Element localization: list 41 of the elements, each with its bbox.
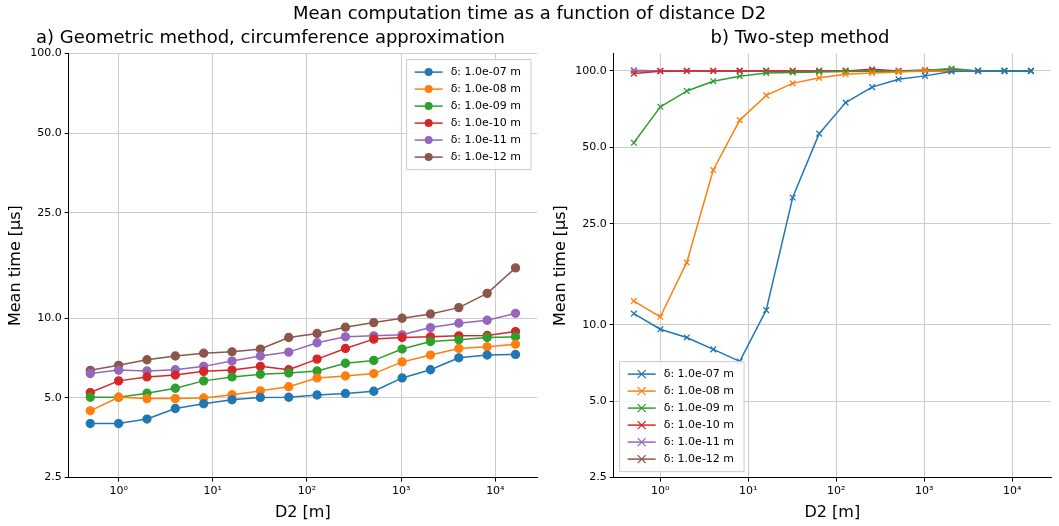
legend-label: δ: 1.0e-11 m	[450, 132, 521, 146]
y-axis-title: Mean time [μs]	[549, 205, 569, 327]
y-tick-label: 10.0	[37, 311, 62, 325]
y-tick-label: 10.0	[582, 317, 607, 331]
text: Mean computation time as a function of distance D2	[291, 2, 768, 23]
legend-label: δ: 1.0e-07 m	[450, 64, 521, 78]
y-tick-label: 2.5	[589, 470, 607, 484]
x-tick-label: 10¹	[739, 484, 758, 498]
legend-label: δ: 1.0e-12 m	[450, 149, 521, 163]
x-tick-label: 10⁴	[1002, 484, 1022, 498]
legend-label: δ: 1.0e-08 m	[450, 81, 521, 95]
y-tick-label: 25.0	[582, 216, 607, 230]
x-tick-label: 10²	[826, 484, 846, 498]
legend-label: δ: 1.0e-10 m	[663, 417, 735, 431]
y-axis-title: Mean time [μs]	[4, 205, 24, 327]
y-tick-label: 5.0	[589, 394, 607, 408]
x-tick-label: 10¹	[203, 484, 223, 498]
chart-title: a) Geometric method, circumference approximation	[36, 26, 505, 48]
y-tick-label: 100.0	[30, 46, 62, 60]
y-tick-label: 25.0	[37, 205, 62, 219]
legend-label: δ: 1.0e-08 m	[663, 383, 735, 397]
y-tick-label: 100.0	[575, 63, 607, 77]
legend-label: δ: 1.0e-07 m	[663, 366, 735, 380]
y-tick-label: 50.0	[582, 140, 607, 154]
x-tick-label: 10²	[297, 484, 317, 498]
y-tick-label: 2.5	[44, 470, 62, 484]
x-axis-title: D2 [m]	[275, 501, 331, 521]
legend-label: δ: 1.0e-11 m	[663, 434, 735, 448]
chart-title: b) Two-step method	[710, 26, 890, 48]
x-tick-label: 10⁴	[486, 484, 506, 498]
y-tick-label: 5.0	[44, 390, 62, 404]
legend-label: δ: 1.0e-12 m	[663, 451, 735, 465]
legend-label: δ: 1.0e-10 m	[450, 115, 521, 129]
x-tick-label: 10⁰	[109, 484, 129, 498]
y-tick-label: 50.0	[37, 126, 62, 140]
x-tick-label: 10⁰	[651, 484, 671, 498]
legend-label: δ: 1.0e-09 m	[450, 98, 521, 112]
x-tick-label: 10³	[391, 484, 411, 498]
x-tick-label: 10³	[914, 484, 934, 498]
legend-label: δ: 1.0e-09 m	[663, 400, 735, 414]
x-axis-title: D2 [m]	[804, 501, 861, 521]
